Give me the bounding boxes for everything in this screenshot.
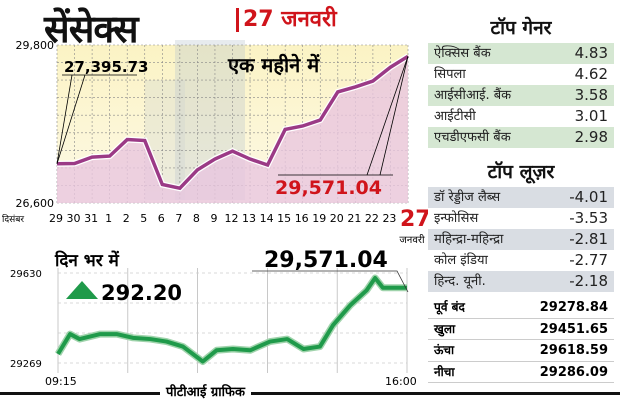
y-tick-label: 29630 xyxy=(10,269,42,280)
leader xyxy=(366,56,409,176)
y-tick-label: 26,600 xyxy=(16,197,55,210)
stats-row: पूर्व बंद 29278.84 xyxy=(428,297,614,319)
x-tick-label: 21 xyxy=(347,212,361,225)
gainers-title: टॉप गेनर xyxy=(490,17,552,39)
up-arrow-icon xyxy=(66,281,98,299)
row-value: 29451.65 xyxy=(539,321,608,337)
chart-title: एक महीने में xyxy=(227,53,320,77)
x-tick-label: 23 xyxy=(382,212,396,225)
stats-row: नीचा 29286.09 xyxy=(428,362,614,383)
row-value: -2.77 xyxy=(569,251,608,269)
row-value: -2.18 xyxy=(569,272,608,290)
x-tick-label: 14 xyxy=(260,212,274,225)
stats-list: पूर्व बंद 29278.84 खुला 29451.65 ऊंचा 29618.5… xyxy=(428,297,614,383)
row-value: 29618.59 xyxy=(539,343,608,358)
x-tick-label: 09:15 xyxy=(45,375,77,388)
gainers-row: आईटीसी 3.01 xyxy=(428,106,614,127)
x-tick-label: 31 xyxy=(84,212,98,225)
start-annotation: 27,395.73 xyxy=(64,58,148,76)
x-tick-label: 15 xyxy=(277,212,291,225)
losers-row: इन्फोसिस -3.53 xyxy=(428,208,614,229)
footer-label: पीटीआई ग्राफिक xyxy=(160,382,251,400)
row-label: एचडीएफसी बैंक xyxy=(434,130,511,145)
row-value: -2.81 xyxy=(569,230,608,248)
x-tick-label: 8 xyxy=(193,212,200,225)
gainers-row: सिपला 4.62 xyxy=(428,64,614,85)
row-label: आईटीसी xyxy=(434,109,476,124)
leader xyxy=(379,56,409,176)
x-tick-label: 1 xyxy=(105,212,112,225)
footer: पीटीआई ग्राफिक xyxy=(0,382,620,400)
losers-list: डॉ रेड्डीज लैब्स -4.01 इन्फोसिस -3.53 महिन्द… xyxy=(428,187,614,292)
row-value: 3.58 xyxy=(574,86,608,104)
series-line xyxy=(56,275,407,364)
close-value: 29,571.04 xyxy=(264,248,388,273)
losers-row: हिन्द. यूनी. -2.18 xyxy=(428,271,614,292)
leader xyxy=(252,270,409,293)
row-label: इन्फोसिस xyxy=(434,211,479,226)
x-tick-label: 27 xyxy=(400,207,428,232)
stats-row: खुला 29451.65 xyxy=(428,319,614,340)
row-label: हिन्द. यूनी. xyxy=(434,274,486,289)
row-value: 4.83 xyxy=(574,44,608,62)
gainers-row: आईसीआई. बैंक 3.58 xyxy=(428,85,614,106)
x-tick-label: 13 xyxy=(242,212,256,225)
date-label: 27 जनवरी xyxy=(236,8,337,32)
row-value: -4.01 xyxy=(569,188,608,206)
row-label: कोल इंडिया xyxy=(434,253,488,268)
x-tick-label: 30 xyxy=(67,212,81,225)
y-tick-label: 29269 xyxy=(10,359,42,370)
x-tick-label: 6 xyxy=(158,212,165,225)
x-tick-label: 19 xyxy=(312,212,326,225)
series-line xyxy=(56,54,409,191)
row-label: ऊंचा xyxy=(434,343,455,357)
row-value: -3.53 xyxy=(569,209,608,227)
row-label: पूर्व बंद xyxy=(434,300,465,314)
end-annotation: 29,571.04 xyxy=(275,177,382,199)
x-tick-label: 12 xyxy=(225,212,239,225)
leader xyxy=(56,74,86,164)
row-label: खुला xyxy=(434,321,456,336)
x-tick-label: 22 xyxy=(365,212,379,225)
x-tick-label: 2 xyxy=(123,212,130,225)
row-label: आईसीआई. बैंक xyxy=(434,88,512,103)
x-tick-label: 29 xyxy=(49,212,63,225)
row-label: महिन्द्रा-महिन्द्रा xyxy=(434,232,504,247)
change-value: 292.20 xyxy=(101,281,182,305)
row-value: 29286.09 xyxy=(539,364,608,380)
leader xyxy=(56,74,73,164)
losers-row: डॉ रेड्डीज लैब्स -4.01 xyxy=(428,187,614,208)
row-value: 3.01 xyxy=(574,107,608,125)
gainers-row: ऐक्सिस बैंक 4.83 xyxy=(428,43,614,64)
x-tick-label: 5 xyxy=(140,212,147,225)
row-label: सिपला xyxy=(434,67,466,82)
gainers-row: एचडीएफसी बैंक 2.98 xyxy=(428,127,614,148)
stats-row: ऊंचा 29618.59 xyxy=(428,340,614,362)
row-value: 4.62 xyxy=(574,65,608,83)
row-label: डॉ रेड्डीज लैब्स xyxy=(434,190,501,205)
area-fill xyxy=(57,56,408,203)
x-tick-label: 16 xyxy=(295,212,309,225)
chart-title: दिन भर में xyxy=(54,250,120,271)
page-title: सेंसेक्स xyxy=(44,7,139,51)
losers-row: कोल इंडिया -2.77 xyxy=(428,250,614,271)
gainers-list: ऐक्सिस बैंक 4.83 सिपला 4.62 आईसीआई. बैंक 3.58… xyxy=(428,43,614,148)
x-suffix: जनवरी xyxy=(399,234,425,245)
x-tick-label: 7 xyxy=(175,212,182,225)
row-value: 2.98 xyxy=(574,128,608,146)
row-label: ऐक्सिस बैंक xyxy=(434,46,491,61)
row-value: 29278.84 xyxy=(539,300,608,315)
x-tick-label: 20 xyxy=(330,212,344,225)
row-label: नीचा xyxy=(434,364,455,379)
losers-title: टॉप लूज़र xyxy=(487,161,555,183)
x-tick-label: 16:00 xyxy=(385,375,417,388)
y-tick-label: 29,800 xyxy=(16,39,55,52)
x-prefix: दिसंबर xyxy=(2,213,24,225)
x-tick-label: 9 xyxy=(210,212,217,225)
losers-row: महिन्द्रा-महिन्द्रा -2.81 xyxy=(428,229,614,250)
